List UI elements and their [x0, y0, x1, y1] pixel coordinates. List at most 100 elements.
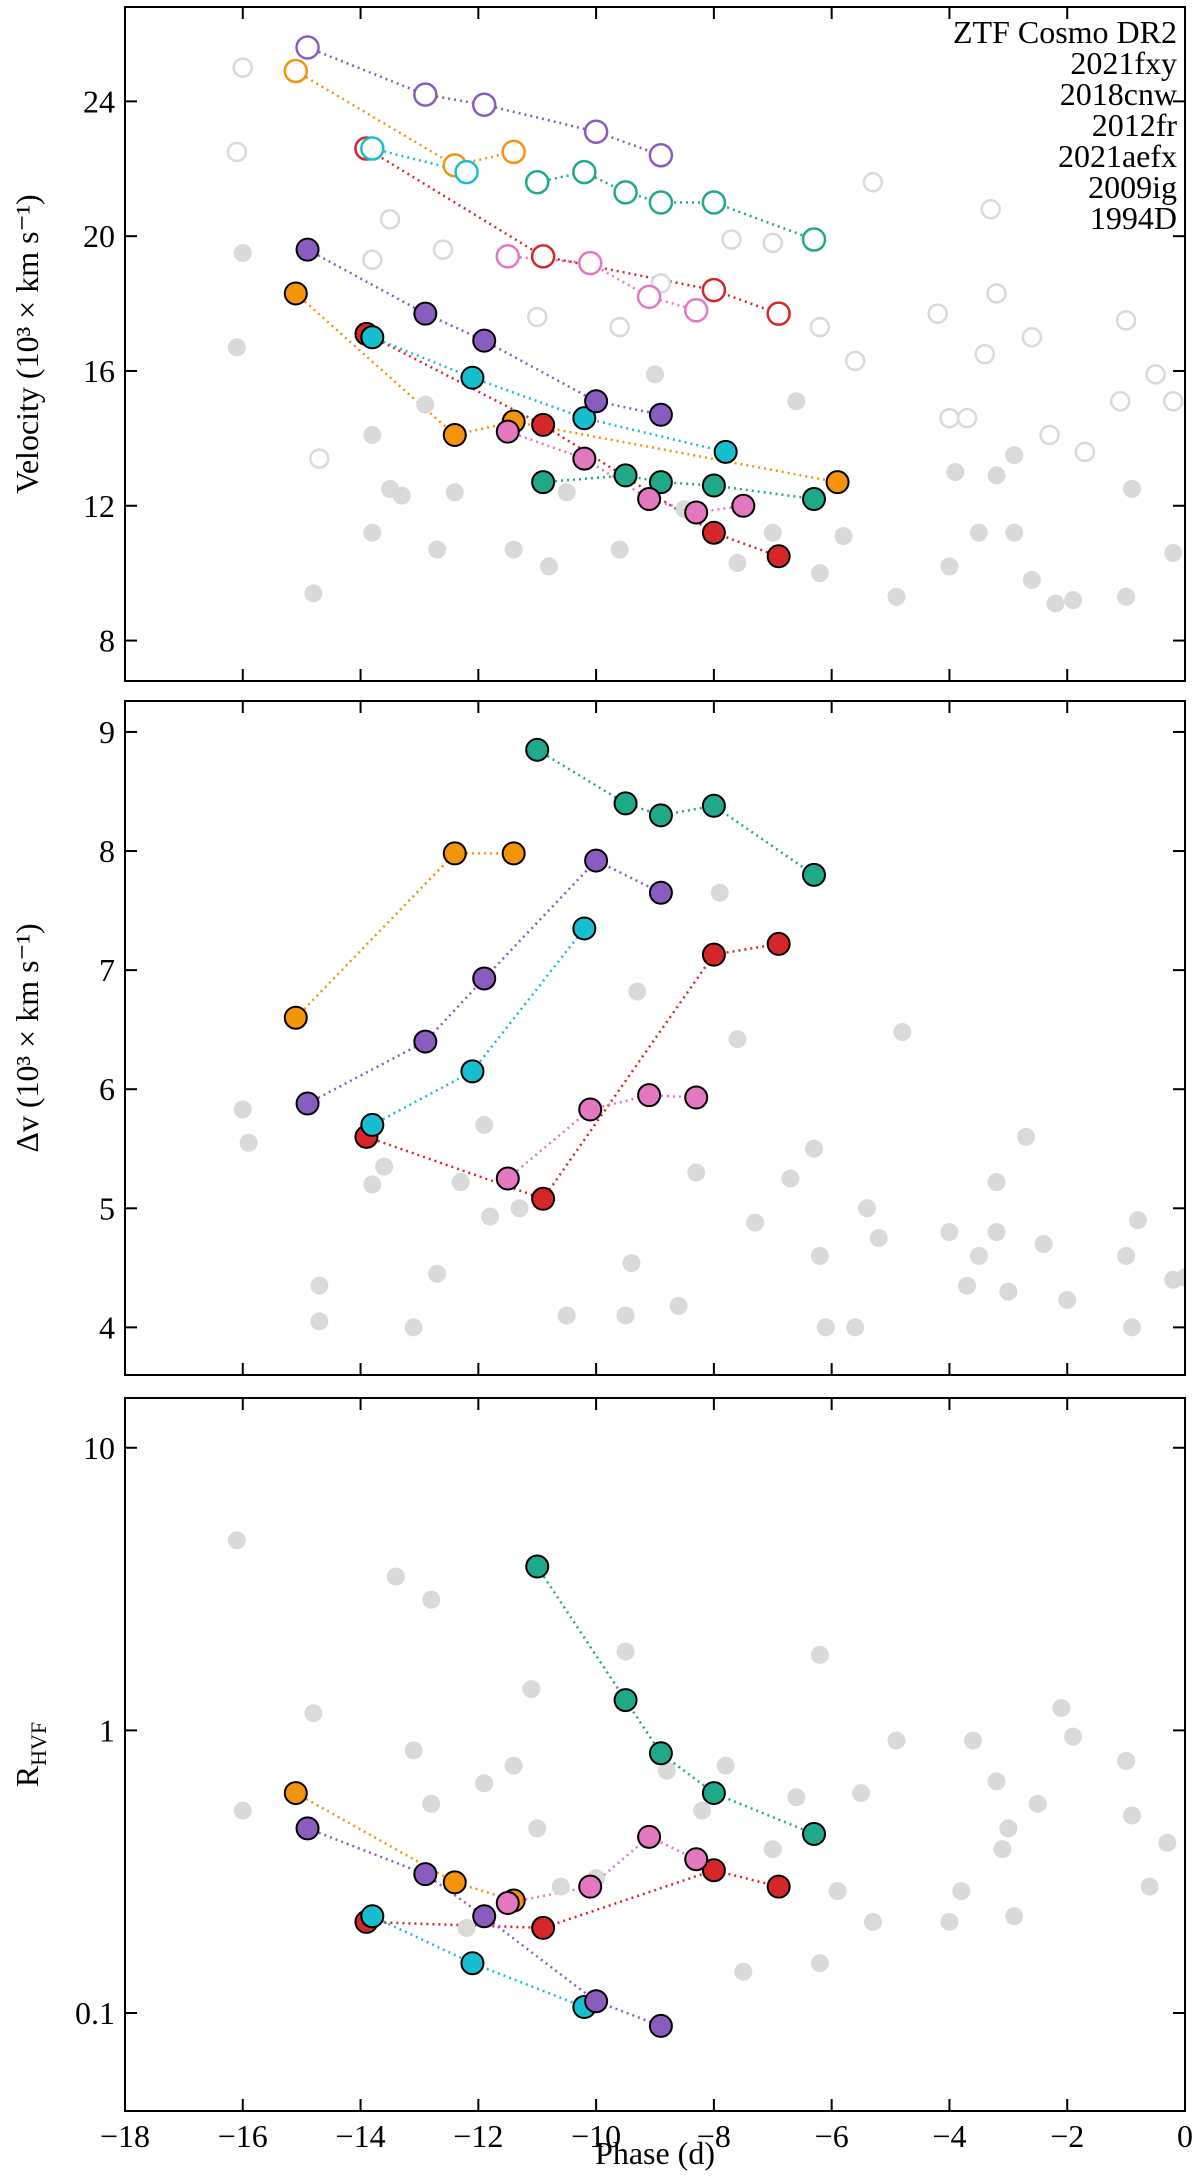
data-point	[852, 1784, 871, 1803]
data-point	[528, 1819, 547, 1838]
x-tick-label: −12	[453, 2118, 503, 2154]
y-tick-label: 5	[99, 1190, 115, 1226]
legend-entry: 2021fxy	[1070, 45, 1177, 81]
data-point	[1128, 1211, 1147, 1230]
data-point	[1034, 1235, 1053, 1254]
y-axis-label: RHVF	[9, 1722, 51, 1787]
data-point	[1117, 1751, 1136, 1770]
data-point	[616, 1642, 635, 1661]
data-point	[701, 190, 727, 215]
data-point	[613, 180, 638, 205]
data-point	[363, 523, 382, 542]
y-axis-label-text: Velocity (10³ × km s⁻¹)	[9, 194, 45, 493]
series-line	[295, 69, 514, 167]
y-tick-label: 1	[99, 1712, 115, 1748]
data-point	[295, 237, 320, 262]
data-point	[613, 463, 638, 488]
data-point	[524, 169, 550, 195]
panel-frame	[124, 700, 1186, 1376]
data-point	[531, 470, 556, 495]
data-point	[540, 557, 558, 576]
data-point	[416, 395, 435, 414]
data-point	[584, 848, 609, 873]
data-point	[295, 1091, 320, 1116]
series-line	[536, 1565, 815, 1836]
data-point	[1064, 591, 1083, 610]
data-point	[1022, 570, 1041, 589]
data-point	[684, 500, 709, 525]
data-point	[525, 1554, 550, 1579]
y-tick-label: 10	[83, 1430, 115, 1466]
data-point	[531, 1186, 556, 1211]
data-point	[413, 82, 438, 107]
data-point	[762, 232, 784, 254]
data-point	[1046, 594, 1065, 613]
data-point	[471, 92, 497, 117]
data-point	[701, 1858, 726, 1883]
data-point	[1005, 1907, 1024, 1926]
data-point	[1021, 327, 1043, 348]
series-line	[366, 942, 779, 1201]
y-axis-label: Velocity (10³ × km s⁻¹)	[9, 194, 45, 493]
data-point	[531, 1915, 556, 1940]
data-point	[993, 1840, 1012, 1859]
data-point	[283, 1005, 308, 1030]
x-tick-label: −14	[336, 2118, 386, 2154]
data-point	[495, 419, 520, 444]
data-point	[987, 1223, 1006, 1242]
data-point	[846, 1318, 865, 1337]
data-point	[495, 1891, 520, 1916]
data-point	[637, 1824, 662, 1849]
data-point	[940, 1223, 959, 1242]
data-point	[862, 171, 884, 193]
y-tick-label: 6	[99, 1071, 115, 1107]
data-point	[610, 540, 629, 559]
legend-entry: 2018cnw	[1060, 76, 1177, 112]
y-tick-label: 12	[83, 488, 115, 524]
data-point	[893, 1023, 912, 1042]
legend-entry: 2012fr	[1092, 107, 1178, 143]
x-tick-label: −2	[1050, 2118, 1084, 2154]
data-point	[233, 1100, 252, 1119]
data-point	[701, 520, 726, 545]
data-point	[974, 343, 996, 365]
data-point	[1123, 1318, 1141, 1337]
x-tick-label: 0	[1177, 2118, 1193, 2154]
data-point	[766, 931, 791, 956]
data-point	[939, 407, 960, 429]
data-point	[958, 1276, 977, 1295]
data-point	[701, 793, 726, 818]
data-point	[386, 1567, 405, 1586]
y-axis-label: Δv (10³ × km s⁻¹)	[9, 923, 45, 1152]
data-point	[557, 1306, 576, 1325]
data-point	[457, 1918, 476, 1937]
data-point	[310, 1312, 329, 1331]
panel-frame	[124, 6, 1186, 682]
data-point	[304, 584, 323, 603]
data-point	[728, 1030, 747, 1049]
data-point	[501, 841, 526, 866]
data-point	[362, 249, 383, 270]
data-point	[810, 564, 829, 583]
data-point	[510, 1199, 529, 1218]
data-point	[1017, 1127, 1035, 1146]
data-point	[683, 298, 709, 323]
data-point	[810, 1645, 829, 1664]
data-point	[454, 159, 479, 185]
data-point	[304, 1704, 323, 1723]
data-point	[1117, 587, 1136, 606]
data-point	[781, 1169, 800, 1188]
data-point	[613, 791, 638, 816]
data-point	[1123, 479, 1141, 498]
data-point	[648, 803, 673, 828]
data-point	[1176, 1268, 1185, 1287]
data-point	[810, 1954, 829, 1973]
data-point	[413, 1029, 438, 1054]
data-point	[1058, 1290, 1077, 1309]
data-point	[1115, 310, 1137, 331]
plot-area	[227, 1531, 1177, 2038]
data-point	[442, 1870, 467, 1895]
data-point	[648, 1741, 673, 1766]
data-point	[987, 466, 1006, 485]
data-point	[1158, 1833, 1177, 1852]
